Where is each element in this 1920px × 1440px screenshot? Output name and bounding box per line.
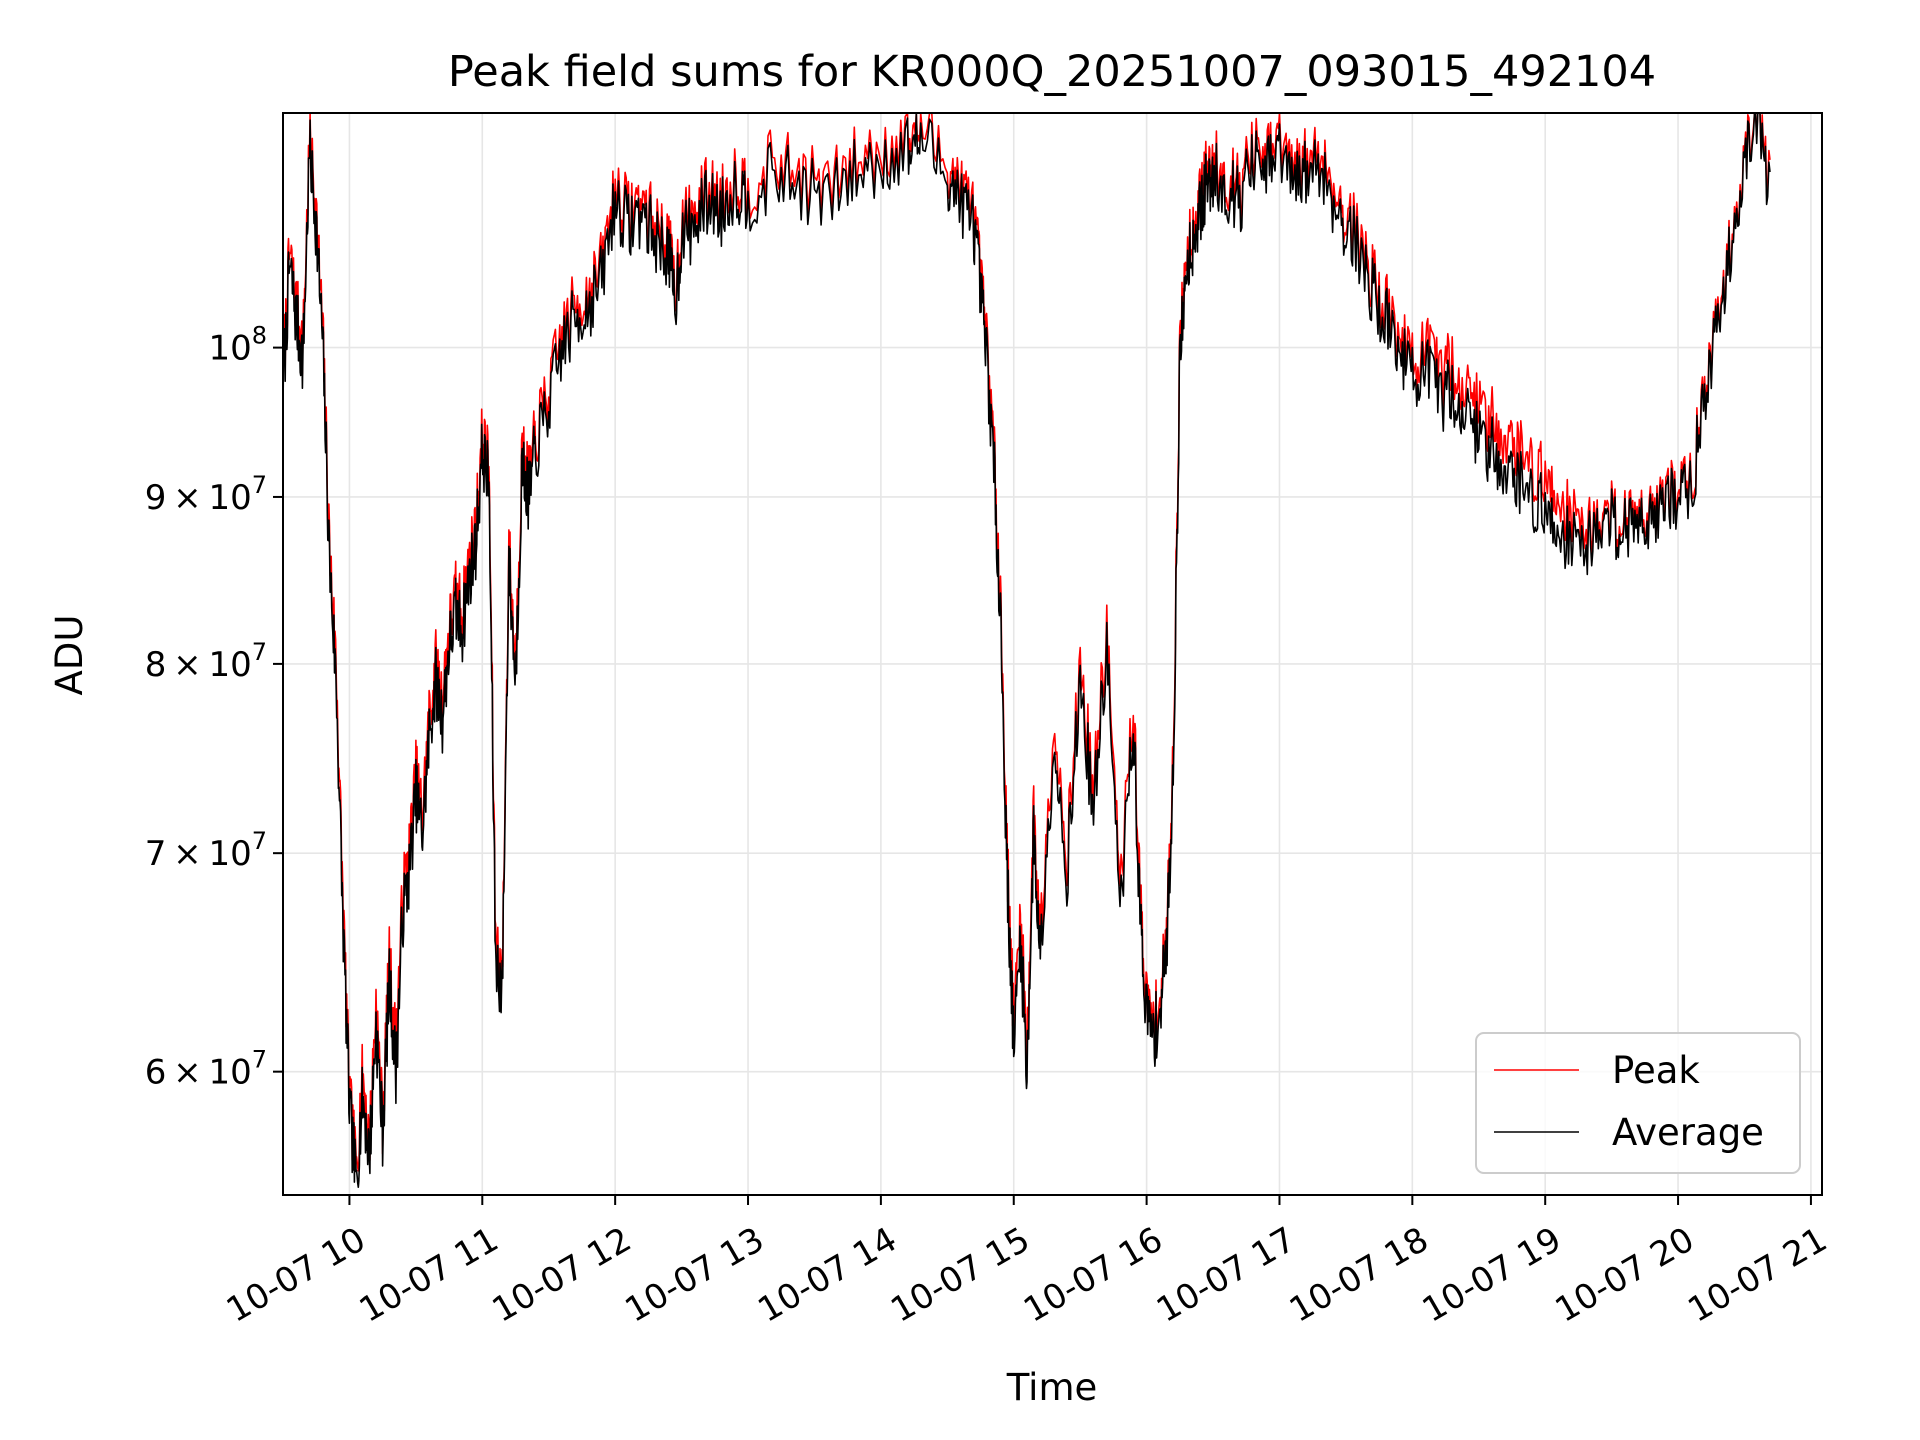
y-tick-mantissa: 8 [145,645,167,685]
y-tick-base: 10 [208,329,251,369]
y-tick-exponent: 7 [252,638,267,666]
y-tick-mantissa: 6 [145,1053,167,1093]
plot-frame [282,112,1823,1196]
y-axis-label: ADU [48,615,91,696]
y-tick-exponent: 7 [252,1046,267,1074]
chart-title: Peak field sums for KR000Q_20251007_0930… [448,47,1656,97]
legend-label-peak: Peak [1612,1049,1700,1092]
y-tick-mantissa: 7 [145,834,167,874]
legend-box [1475,1032,1801,1174]
y-tick-times: × 10 [166,834,251,874]
y-tick-times: × 10 [166,645,251,685]
series-line-average [282,112,1771,1188]
y-tick-exponent: 7 [252,827,267,855]
y-tick-times: × 10 [166,478,251,518]
y-tick-label: 108 [208,322,267,369]
y-tick-times: × 10 [166,1053,251,1093]
y-tick-label: 8 × 107 [145,638,267,685]
x-axis-label: Time [1006,1366,1098,1409]
grid [283,113,1822,1195]
y-tick-exponent: 7 [252,471,267,499]
y-tick-label: 6 × 107 [145,1046,267,1093]
legend: Peak Average [1475,1032,1801,1174]
y-tick-exponent: 8 [252,322,267,350]
legend-label-average: Average [1612,1111,1764,1154]
y-tick-mantissa: 9 [145,478,167,518]
y-tick-label: 7 × 107 [145,827,267,874]
y-tick-label: 9 × 107 [145,471,267,518]
plot-series-group [282,112,1771,1188]
